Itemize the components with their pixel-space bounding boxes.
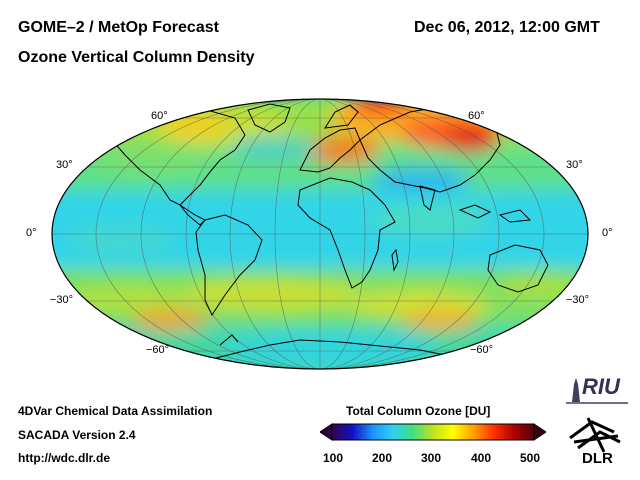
lat-label-left-0: 0°	[26, 227, 37, 239]
lat-label-right-0: 0°	[602, 227, 613, 239]
map-outline	[51, 98, 589, 370]
footer-url: http://wdc.dlr.de	[18, 451, 110, 465]
colorbar-low-arrow	[320, 423, 333, 441]
product-title: GOME–2 / MetOp Forecast	[18, 19, 219, 36]
footer-line-1: 4DVar Chemical Data Assimilation	[18, 404, 213, 418]
colorbar-title: Total Column Ozone [DU]	[346, 404, 491, 418]
colorbar	[320, 423, 546, 441]
colorbar-tick-400: 400	[470, 451, 492, 465]
dlr-logo-text: DLR	[582, 450, 613, 467]
dlr-emblem-icon	[569, 417, 621, 453]
dlr-logo: DLR	[562, 412, 632, 472]
graticule	[52, 99, 588, 369]
colorbar-tick-500: 500	[519, 451, 541, 465]
lat-label-left-30n: 30°	[56, 159, 73, 171]
riu-logo-text: RIU	[582, 374, 620, 399]
colorbar-tick-300: 300	[420, 451, 442, 465]
colorbar-gradient	[331, 423, 535, 441]
colorbar-high-arrow	[533, 423, 546, 441]
colorbar-tick-200: 200	[371, 451, 393, 465]
forecast-datetime: Dec 06, 2012, 12:00 GMT	[414, 19, 600, 36]
riu-logo: RIU	[566, 372, 628, 406]
lat-label-right-30n: 30°	[566, 159, 583, 171]
footer-line-2: SACADA Version 2.4	[18, 428, 136, 442]
lat-label-left-30s: −30°	[50, 294, 74, 306]
lat-label-right-30s: −30°	[566, 294, 590, 306]
lat-label-left-60n: 60°	[151, 110, 168, 122]
lat-label-right-60n: 60°	[468, 110, 485, 122]
colorbar-tick-100: 100	[322, 451, 344, 465]
riu-tower-icon	[566, 378, 628, 404]
lat-label-left-60s: −60°	[146, 344, 170, 356]
lat-label-right-60s: −60°	[470, 344, 494, 356]
quantity-title: Ozone Vertical Column Density	[18, 49, 255, 66]
